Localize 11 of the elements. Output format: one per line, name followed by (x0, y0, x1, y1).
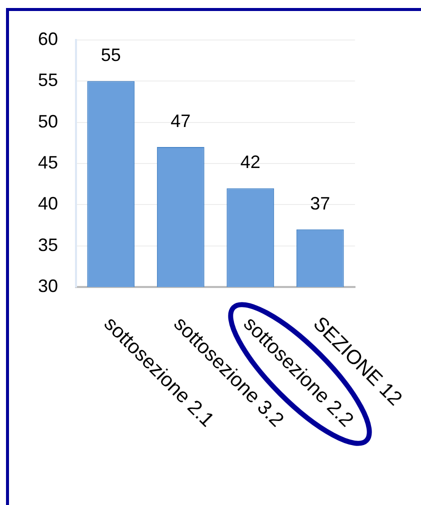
data-label: 42 (240, 152, 260, 172)
y-tick-label: 45 (38, 152, 58, 172)
y-tick-label: 30 (38, 276, 58, 296)
data-label: 37 (310, 193, 330, 214)
y-tick-label: 55 (38, 70, 58, 90)
data-label: 55 (100, 45, 121, 66)
y-tick-label: 35 (38, 234, 58, 255)
y-tick-label: 40 (38, 194, 58, 214)
y-tick-label: 60 (38, 28, 58, 49)
y-tick-label: 50 (38, 111, 58, 132)
data-label: 47 (170, 111, 191, 131)
